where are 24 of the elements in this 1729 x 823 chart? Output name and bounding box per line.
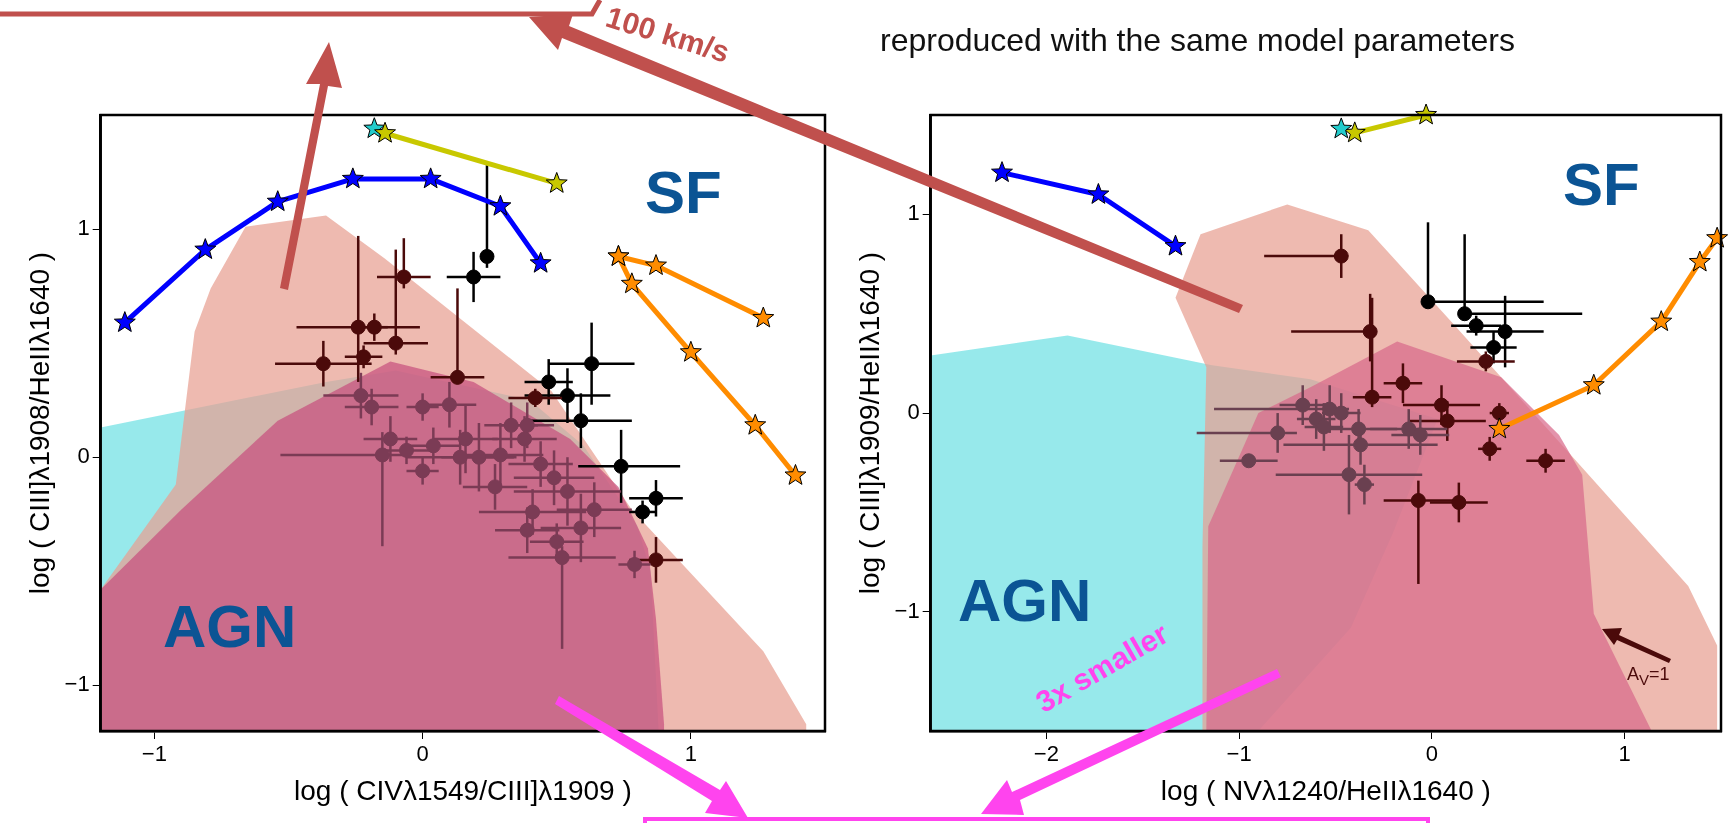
x-axis-title: log ( NVλ1240/HeIIλ1640 ) <box>1160 774 1491 806</box>
y-tick-label: 0 <box>77 443 90 469</box>
x-axis-title: log ( CIVλ1549/CIII]λ1909 ) <box>293 774 632 806</box>
x-tick-label: 1 <box>684 741 697 767</box>
x-tick-label: 0 <box>1425 741 1438 767</box>
annotation: AGN <box>163 592 297 661</box>
y-tick-label: 1 <box>907 200 920 226</box>
y-tick-label: 0 <box>907 399 920 425</box>
text: 100 km/s <box>602 0 734 70</box>
y-tick-label: 1 <box>77 215 90 241</box>
x-tick-label: 1 <box>1618 741 1631 767</box>
x-tick-label: 0 <box>416 741 429 767</box>
y-axis-title: log ( CIII]λ1908/HeIIλ1640 ) <box>23 251 55 595</box>
annotation: SF <box>645 158 722 227</box>
annotation: AGN <box>958 566 1092 634</box>
annotation: A$_{V}$=1 <box>1627 664 1670 688</box>
x-tick-label: −2 <box>1033 741 1059 767</box>
text: reproduced with the same model parameters <box>880 22 1515 59</box>
y-tick-label: −1 <box>64 671 90 697</box>
x-tick-label: −1 <box>1226 741 1252 767</box>
y-axis-title: log ( CIII]λ1909/HeIIλ1640 ) <box>853 251 885 595</box>
y-tick-label: −1 <box>894 597 920 623</box>
x-tick-label: −1 <box>141 741 167 767</box>
annotation: SF <box>1563 150 1640 219</box>
